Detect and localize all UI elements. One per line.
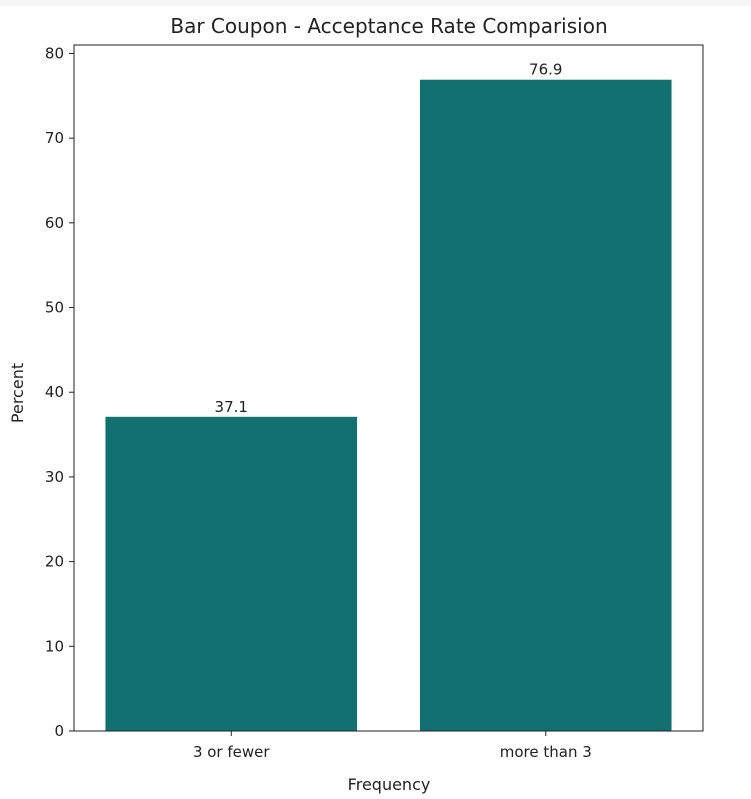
y-tick-label: 50 bbox=[45, 299, 64, 317]
y-tick-label: 40 bbox=[45, 383, 64, 401]
plot-area: 37.1 3 or fewer 76.9 more than 3 0 10 20 30 40 50… bbox=[45, 44, 704, 761]
y-tick-label: 0 bbox=[54, 722, 64, 740]
bar bbox=[419, 79, 672, 732]
bar-data-label: 76.9 bbox=[529, 61, 562, 79]
y-tick-label: 70 bbox=[45, 129, 64, 147]
y-tick-label: 30 bbox=[45, 468, 64, 486]
y-tick-label: 10 bbox=[45, 637, 64, 655]
bar-data-label: 37.1 bbox=[215, 398, 248, 416]
chart-title: Bar Coupon - Acceptance Rate Comparision bbox=[170, 14, 607, 38]
bar bbox=[105, 416, 358, 731]
top-strip bbox=[0, 0, 751, 6]
axes-frame bbox=[73, 44, 704, 732]
y-tick-label: 80 bbox=[45, 44, 64, 62]
x-axis-label: Frequency bbox=[348, 775, 431, 794]
x-tick-label: 3 or fewer bbox=[193, 743, 270, 761]
y-tick-label: 20 bbox=[45, 553, 64, 571]
y-axis-label: Percent bbox=[8, 363, 27, 423]
y-tick-label: 60 bbox=[45, 214, 64, 232]
x-tick-label: more than 3 bbox=[500, 743, 592, 761]
